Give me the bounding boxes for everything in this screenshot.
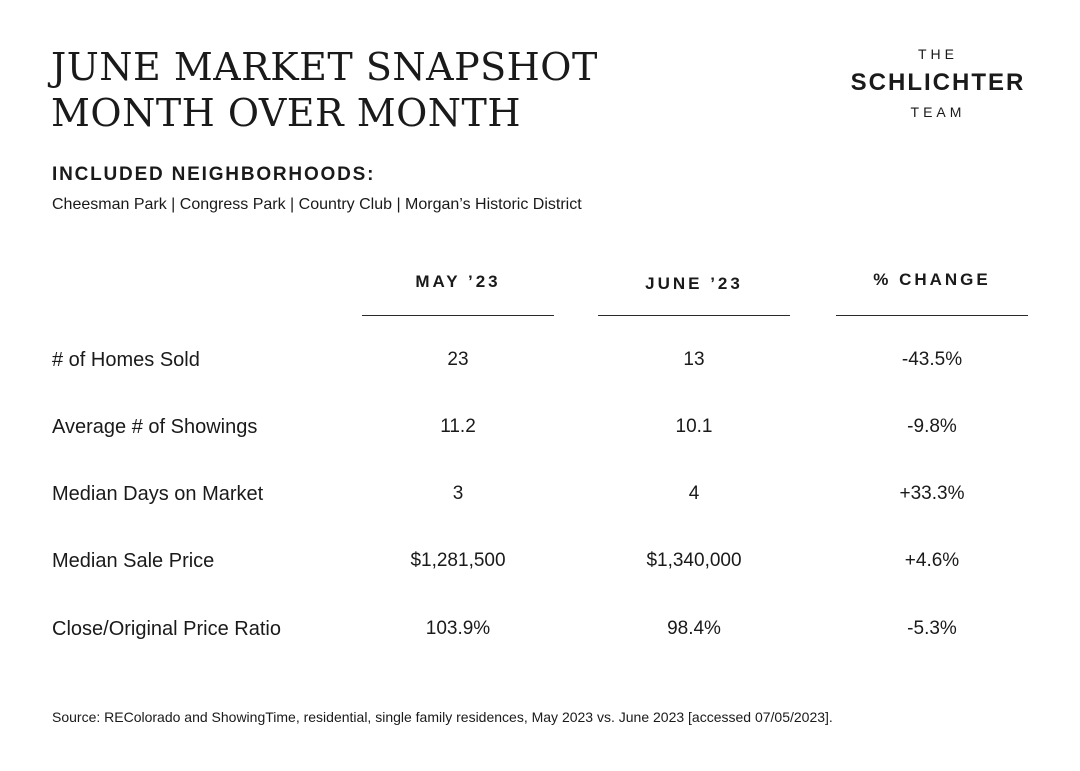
may-value: $1,281,500 [410, 550, 506, 571]
table-row: Median Days on Market 3 4 +33.3% [0, 479, 1080, 509]
table-row: Median Sale Price $1,281,500 $1,340,000 … [0, 546, 1080, 576]
table-row: Average # of Showings 11.2 10.1 -9.8% [0, 412, 1080, 442]
page-title: JUNE MARKET SNAPSHOT MONTH OVER MONTH [51, 44, 598, 136]
column-rule-may [362, 315, 554, 316]
logo-team: TEAM [910, 104, 966, 120]
june-value: 98.4% [667, 618, 721, 639]
change-value: -5.3% [907, 618, 957, 639]
june-value: 13 [683, 349, 705, 370]
table-row: # of Homes Sold 23 13 -43.5% [0, 345, 1080, 375]
table-row: Close/Original Price Ratio 103.9% 98.4% … [0, 614, 1080, 644]
column-header-may: MAY ’23 [415, 272, 501, 291]
change-value: -43.5% [901, 349, 963, 370]
logo-name: SCHLICHTER [850, 69, 1026, 96]
neighborhoods-heading: INCLUDED NEIGHBORHOODS: [52, 164, 376, 185]
team-logo: THE SCHLICHTER TEAM [838, 44, 1038, 122]
logo-the: THE [918, 46, 958, 62]
column-rule-change [836, 315, 1028, 316]
neighborhoods-list: Cheesman Park | Congress Park | Country … [52, 196, 582, 213]
may-value: 103.9% [425, 618, 491, 639]
change-value: +4.6% [904, 550, 960, 571]
change-value: -9.8% [907, 416, 957, 437]
column-header-june: JUNE ’23 [645, 274, 743, 293]
column-rule-june [598, 315, 790, 316]
june-value: $1,340,000 [646, 550, 742, 571]
row-label: Median Days on Market [52, 483, 264, 505]
june-value: 4 [688, 483, 700, 504]
column-header-change: % CHANGE [873, 270, 991, 289]
title-line-1: JUNE MARKET SNAPSHOT [51, 45, 598, 89]
row-label: # of Homes Sold [52, 349, 200, 371]
may-value: 11.2 [440, 416, 476, 437]
row-label: Close/Original Price Ratio [52, 618, 281, 640]
row-label: Median Sale Price [52, 550, 215, 572]
title-line-2: MONTH OVER MONTH [51, 91, 522, 135]
source-note: Source: REColorado and ShowingTime, resi… [52, 709, 833, 725]
june-value: 10.1 [675, 416, 713, 437]
may-value: 23 [447, 349, 469, 370]
change-value: +33.3% [899, 483, 965, 504]
row-label: Average # of Showings [52, 416, 258, 438]
may-value: 3 [452, 483, 464, 504]
